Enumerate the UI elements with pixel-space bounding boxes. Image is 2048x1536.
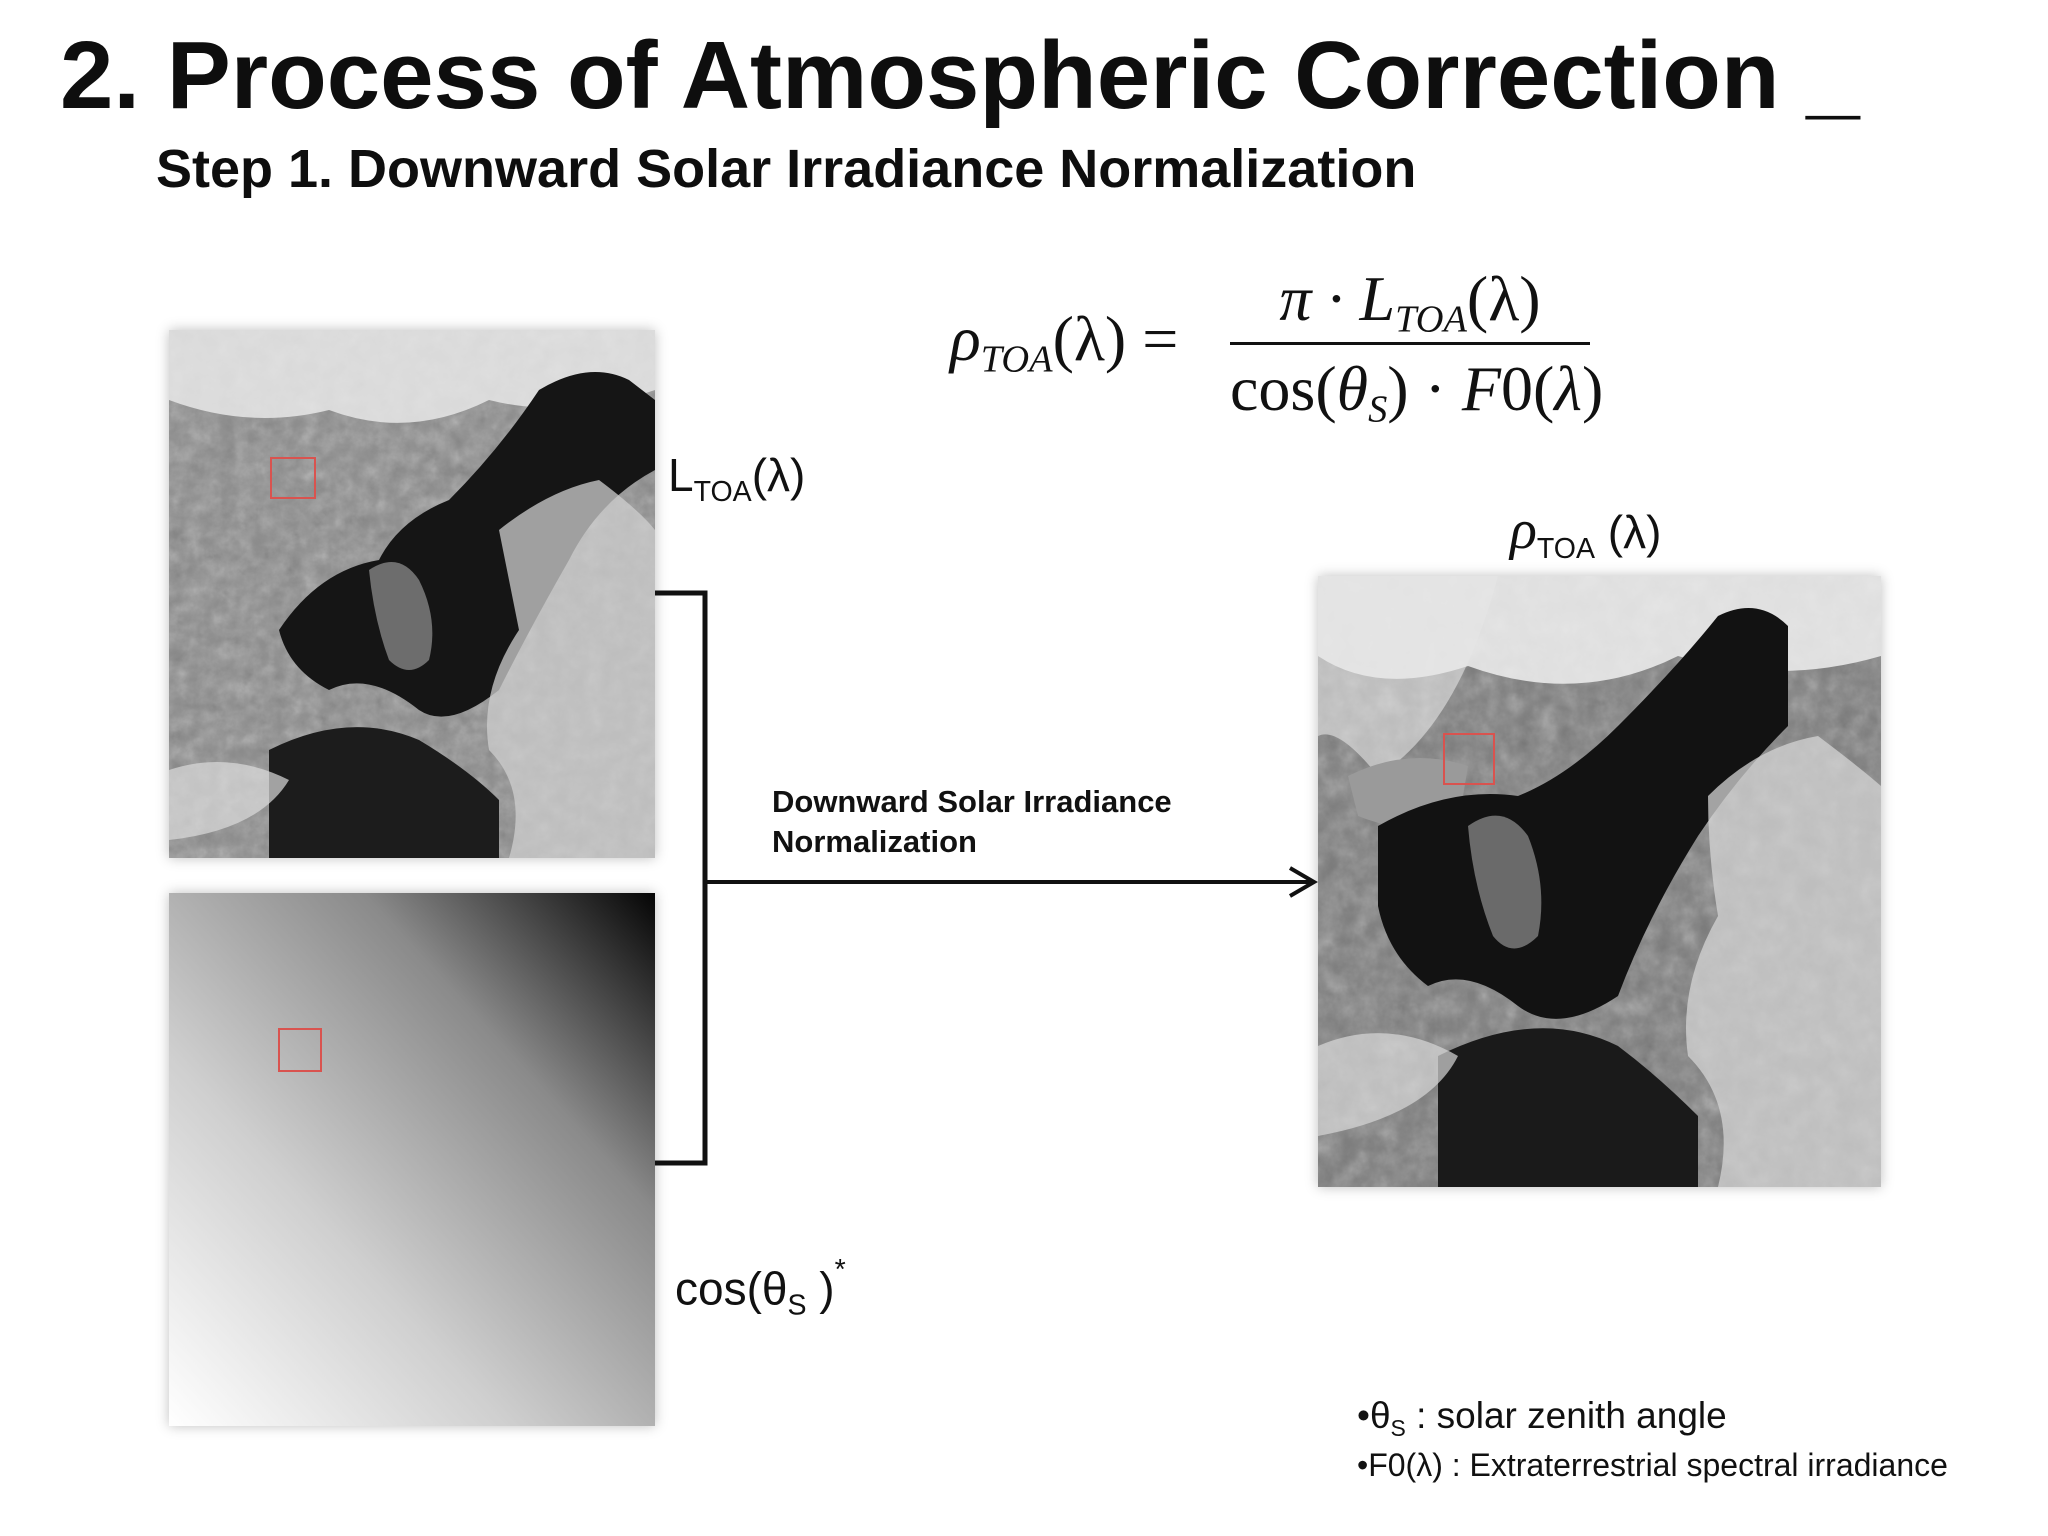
arrow-label-line2: Normalization (772, 824, 977, 860)
rho-arg: (λ) (1595, 506, 1662, 558)
legend-theta-sub: S (1390, 1415, 1406, 1442)
formula-denominator: cos(θS) · F0(λ) (1230, 352, 1604, 432)
formula-num-sub: TOA (1395, 298, 1467, 341)
formula-den-prefix: cos( (1230, 353, 1337, 424)
cos-theta-image (169, 893, 655, 1426)
symbol-legend: •θS : solar zenith angle •F0(λ) : Extrat… (1357, 1394, 1948, 1487)
formula-fraction-bar (1230, 342, 1590, 345)
rho-toa-label: ρTOA (λ) (1510, 498, 1661, 566)
cos-main: cos(θ (675, 1262, 788, 1315)
cos-sub: S (787, 1289, 807, 1322)
formula-den-f0-rest: 0( (1500, 353, 1555, 424)
formula-lhs-arg: (λ) = (1052, 303, 1179, 374)
toa-reflectance-formula: ρTOA(λ) = π · LTOA(λ) cos(θS) · F0(λ) (950, 262, 1650, 442)
solar-zenith-gradient (169, 893, 655, 1426)
formula-den-close: ) (1582, 353, 1604, 424)
ltoa-sub: TOA (693, 475, 752, 508)
rho-sub: TOA (1536, 532, 1595, 565)
arrow-head-icon (1288, 866, 1318, 898)
legend-item-f0: •F0(λ) : Extraterrestrial spectral irrad… (1357, 1446, 1948, 1483)
cos-theta-label: cos(θS )* (675, 1254, 846, 1323)
formula-num-prefix: π · L (1279, 263, 1396, 334)
slide-title: 2. Process of Atmospheric Correction _ (60, 22, 1860, 129)
satellite-image-rhotoa (1318, 576, 1881, 1187)
input-radiance-image (169, 330, 655, 858)
formula-lhs: ρTOA(λ) = (950, 302, 1178, 382)
formula-den-lambda: λ (1554, 353, 1583, 424)
formula-den-theta-symbol: θ (1336, 353, 1369, 424)
roi-box (1443, 733, 1495, 785)
formula-den-mid: ) · (1387, 353, 1462, 424)
output-reflectance-image (1318, 576, 1881, 1187)
legend-item-theta: •θS : solar zenith angle (1357, 1394, 1948, 1443)
cos-close: ) (806, 1262, 835, 1315)
arrow-label: Downward Solar Irradiance Normalization (772, 782, 1172, 863)
arrow-label-line1: Downward Solar Irradiance (772, 784, 1172, 819)
formula-den-theta: θS (1336, 353, 1388, 431)
formula-den-theta-sub: S (1368, 388, 1388, 431)
legend-theta-bullet: •θ (1357, 1395, 1391, 1436)
rho-main: ρ (1510, 499, 1537, 561)
formula-den-f0: F (1461, 353, 1501, 424)
roi-box (270, 457, 316, 499)
ltoa-label: LTOA(λ) (668, 448, 805, 509)
ltoa-main: L (668, 449, 694, 501)
cos-sup: * (834, 1254, 846, 1286)
formula-lhs-sub: TOA (980, 338, 1053, 381)
legend-theta-text: : solar zenith angle (1405, 1395, 1727, 1436)
formula-lhs-symbol: ρ (950, 303, 981, 374)
satellite-image-ltoa (169, 330, 655, 858)
ltoa-arg: (λ) (751, 449, 806, 501)
formula-numerator: π · LTOA(λ) (1230, 262, 1590, 342)
roi-box (278, 1028, 322, 1072)
formula-num-arg: (λ) (1466, 263, 1541, 334)
slide-subtitle: Step 1. Downward Solar Irradiance Normal… (156, 139, 1417, 199)
